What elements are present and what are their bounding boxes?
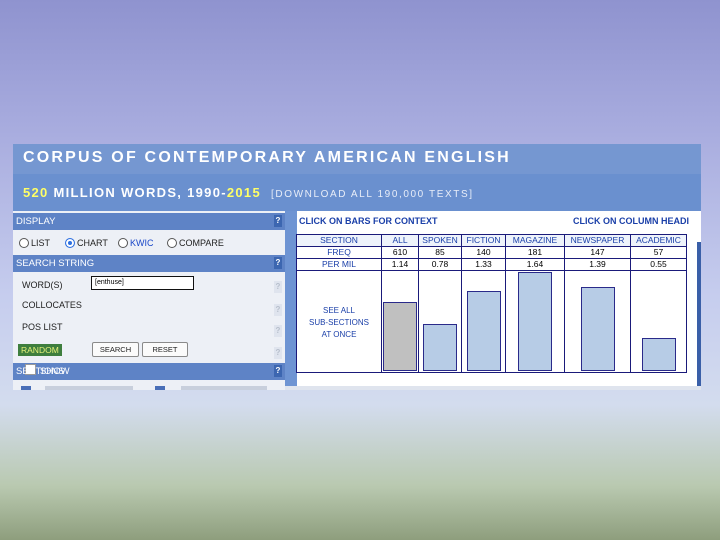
header-all[interactable]: ALL: [381, 234, 419, 247]
sections-select-a[interactable]: [45, 386, 133, 390]
permil-row: PER MIL 1.14 0.78 1.33 1.64 1.39 0.55: [296, 258, 687, 271]
permil-academic: 0.55: [630, 258, 687, 271]
header-magazine[interactable]: MAGAZINE: [505, 234, 565, 247]
permil-label: PER MIL: [296, 258, 382, 271]
panel-divider: [285, 211, 297, 390]
search-panel: DISPLAY ? LIST CHART KWIC COMPARE SEARCH…: [13, 211, 285, 390]
subtitle-middle: MILLION WORDS, 1990-: [53, 185, 227, 200]
click-columns-hint: CLICK ON COLUMN HEADI: [573, 216, 689, 226]
reset-button[interactable]: RESET: [142, 342, 188, 357]
pos-list-help-icon[interactable]: ?: [274, 325, 282, 337]
display-option-list[interactable]: LIST: [19, 238, 50, 248]
see-all-line-3: AT ONCE: [321, 330, 357, 339]
results-panel: CLICK ON BARS FOR CONTEXT CLICK ON COLUM…: [285, 211, 701, 390]
panel-bottom-edge: [285, 386, 701, 390]
download-link[interactable]: [DOWNLOAD ALL 190,000 TEXTS]: [271, 189, 474, 200]
freq-fiction: 140: [461, 246, 506, 259]
display-header: DISPLAY ?: [13, 213, 285, 230]
words-input[interactable]: [enthuse]: [91, 276, 194, 290]
bar-cell-magazine[interactable]: [505, 270, 565, 373]
radio-icon[interactable]: [167, 238, 177, 248]
bar-row: SEE ALL SUB-SECTIONS AT ONCE: [296, 270, 687, 373]
freq-magazine: 181: [505, 246, 565, 259]
see-all-subsections-link[interactable]: SEE ALL SUB-SECTIONS AT ONCE: [297, 305, 381, 341]
search-string-help-icon[interactable]: ?: [274, 257, 282, 269]
display-help-icon[interactable]: ?: [274, 215, 282, 227]
freq-all: 610: [381, 246, 419, 259]
bar-newspaper[interactable]: [580, 287, 615, 371]
bar-fiction[interactable]: [466, 291, 501, 371]
show-label: SHOW: [40, 366, 70, 377]
see-all-cell[interactable]: SEE ALL SUB-SECTIONS AT ONCE: [296, 270, 382, 373]
permil-magazine: 1.64: [505, 258, 565, 271]
click-bars-hint: CLICK ON BARS FOR CONTEXT: [299, 216, 438, 226]
radio-icon[interactable]: [19, 238, 29, 248]
sections-header: SECTIONS SHOW ?: [13, 363, 285, 380]
sections-checkbox-a[interactable]: [21, 386, 31, 390]
freq-label: FREQ: [296, 246, 382, 259]
random-help-icon[interactable]: ?: [274, 347, 282, 359]
bar-academic[interactable]: [641, 338, 676, 371]
permil-spoken: 0.78: [418, 258, 462, 271]
display-option-chart[interactable]: CHART: [65, 238, 108, 248]
display-option-kwic[interactable]: KWIC: [118, 238, 154, 248]
title-bar: CORPUS OF CONTEMPORARY AMERICAN ENGLISH: [13, 144, 701, 174]
subtitle-words-count: 520: [23, 185, 49, 200]
permil-fiction: 1.33: [461, 258, 506, 271]
subtitle-bar: 520 MILLION WORDS, 1990-2015 [DOWNLOAD AL…: [13, 174, 701, 211]
radio-selected-icon[interactable]: [65, 238, 75, 248]
subtitle-year: 2015: [226, 185, 261, 200]
words-help-icon[interactable]: ?: [274, 281, 282, 293]
page-title: CORPUS OF CONTEMPORARY AMERICAN ENGLISH: [23, 149, 511, 166]
subtitle: 520 MILLION WORDS, 1990-2015 [DOWNLOAD AL…: [23, 185, 474, 200]
search-button[interactable]: SEARCH: [92, 342, 139, 357]
bar-all[interactable]: [383, 302, 417, 371]
bar-cell-academic[interactable]: [630, 270, 687, 373]
collocates-help-icon[interactable]: ?: [274, 304, 282, 316]
sections-select-b[interactable]: [181, 386, 267, 390]
pos-list-label[interactable]: POS LIST: [22, 322, 63, 332]
header-spoken[interactable]: SPOKEN: [418, 234, 462, 247]
display-label: DISPLAY: [16, 216, 56, 227]
see-all-line-2: SUB-SECTIONS: [308, 318, 369, 327]
search-string-header: SEARCH STRING ?: [13, 255, 285, 272]
random-button[interactable]: RANDOM: [18, 344, 62, 356]
freq-newspaper: 147: [564, 246, 631, 259]
frequency-table: SECTION ALL SPOKEN FICTION MAGAZINE NEWS…: [296, 234, 687, 373]
bar-spoken[interactable]: [423, 324, 457, 371]
permil-newspaper: 1.39: [564, 258, 631, 271]
corpus-screenshot: CORPUS OF CONTEMPORARY AMERICAN ENGLISH …: [13, 144, 701, 390]
header-newspaper[interactable]: NEWSPAPER: [564, 234, 631, 247]
header-fiction[interactable]: FICTION: [461, 234, 506, 247]
results-scrollbar[interactable]: [697, 242, 701, 387]
freq-spoken: 85: [418, 246, 462, 259]
freq-academic: 57: [630, 246, 687, 259]
see-all-line-1: SEE ALL: [322, 306, 356, 315]
bar-cell-fiction[interactable]: [461, 270, 506, 373]
bar-cell-all[interactable]: [381, 270, 419, 373]
bar-magazine[interactable]: [518, 272, 552, 371]
sections-label: SECTIONS: [16, 366, 65, 377]
bar-cell-spoken[interactable]: [418, 270, 462, 373]
display-option-compare[interactable]: COMPARE: [167, 238, 224, 248]
sections-checkbox-b[interactable]: [155, 386, 165, 390]
header-academic[interactable]: ACADEMIC: [630, 234, 687, 247]
search-string-label: SEARCH STRING: [16, 258, 95, 269]
permil-all: 1.14: [381, 258, 419, 271]
sections-help-icon[interactable]: ?: [274, 365, 282, 377]
collocates-label[interactable]: COLLOCATES: [22, 300, 82, 310]
freq-row: FREQ 610 85 140 181 147 57: [296, 246, 687, 259]
radio-icon[interactable]: [118, 238, 128, 248]
show-checkbox[interactable]: [25, 364, 36, 375]
bar-cell-newspaper[interactable]: [564, 270, 631, 373]
header-section: SECTION: [296, 234, 382, 247]
words-label: WORD(S): [22, 280, 63, 290]
table-header-row: SECTION ALL SPOKEN FICTION MAGAZINE NEWS…: [296, 234, 687, 247]
